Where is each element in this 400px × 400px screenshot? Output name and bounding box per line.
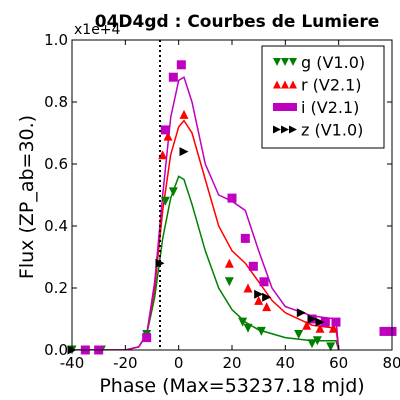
legend-marker-0-0 (273, 58, 281, 66)
legend-marker-3-1 (281, 125, 289, 134)
data-point-2-8 (248, 261, 258, 271)
legend-marker-2-2 (289, 103, 297, 111)
data-point-0-12 (312, 336, 322, 346)
y-axis-title: Flux (ZP_ab=30.) (16, 115, 38, 279)
y-offset-label: x1e+4 (74, 22, 121, 38)
data-point-0-4 (160, 196, 170, 206)
data-point-1-4 (179, 109, 189, 119)
legend-marker-0-1 (281, 58, 289, 66)
axis-tick-labels: -40 -20 0 20 40 60 80 0.0 0.2 0.4 0.6 0.8 1.0 (44, 31, 400, 372)
data-point-3-7 (315, 317, 325, 327)
data-point-1-10 (315, 323, 325, 333)
legend-item-1: r (V2.1) (273, 76, 362, 95)
legend-item-2: i (V2.1) (273, 98, 359, 117)
data-point-3-3 (254, 289, 264, 299)
legend-item-0: g (V1.0) (273, 53, 365, 72)
data-point-1-3 (163, 131, 173, 141)
x-tick-label-0: -40 (60, 354, 85, 372)
y-tick-label-3: 0.6 (44, 155, 68, 173)
data-point-1-5 (224, 258, 234, 268)
legend-label-3: z (V1.0) (301, 121, 363, 140)
y-tick-label-0: 0.0 (44, 341, 68, 359)
data-point-0-7 (238, 317, 248, 327)
y-tick-label-5: 1.0 (44, 31, 68, 49)
data-point-2-4 (168, 72, 178, 82)
legend-marker-0-2 (289, 58, 297, 66)
data-point-2-7 (240, 233, 250, 243)
data-point-2-6 (227, 193, 237, 203)
data-point-2-13 (379, 326, 389, 336)
y-tick-label-2: 0.4 (44, 217, 68, 235)
legend-marker-2-0 (273, 103, 281, 111)
model-curve-2 (72, 76, 340, 350)
data-point-0-13 (326, 342, 336, 352)
data-point-0-11 (307, 339, 317, 349)
legend-marker-3-2 (289, 125, 297, 134)
data-point-0-5 (168, 187, 178, 197)
data-point-3-6 (307, 314, 317, 324)
data-point-2-12 (331, 317, 341, 327)
data-point-2-5 (176, 60, 186, 70)
legend-label-0: g (V1.0) (301, 53, 365, 72)
data-point-0-9 (256, 326, 266, 336)
legend-item-3: z (V1.0) (273, 121, 363, 140)
data-point-2-3 (160, 125, 170, 135)
y-tick-label-4: 0.8 (44, 93, 68, 111)
data-points (67, 60, 397, 355)
legend-label-1: r (V2.1) (301, 76, 362, 95)
x-tick-label-5: 60 (329, 354, 348, 372)
chart-title: 04D4gd : Courbes de Lumiere (95, 12, 379, 32)
legend-marker-2-1 (281, 103, 289, 111)
data-point-0-8 (243, 323, 253, 333)
x-tick-label-4: 40 (276, 354, 295, 372)
legend-marker-1-2 (289, 80, 297, 89)
x-tick-label-1: -20 (113, 354, 138, 372)
data-point-3-1 (155, 258, 165, 268)
axis-ticks (71, 39, 393, 351)
data-point-1-9 (302, 320, 312, 330)
data-point-3-5 (296, 308, 306, 318)
data-point-1-7 (254, 295, 264, 305)
legend-label-2: i (V2.1) (301, 98, 359, 117)
y-tick-label-1: 0.2 (44, 279, 68, 297)
legend-marker-1-0 (273, 80, 281, 89)
data-point-1-8 (262, 302, 272, 312)
data-point-2-2 (142, 333, 152, 343)
x-axis-title: Phase (Max=53237.18 mjd) (99, 375, 364, 397)
data-point-0-10 (294, 330, 304, 339)
x-tick-label-6: 80 (382, 354, 400, 372)
data-point-1-6 (243, 283, 253, 293)
x-tick-label-2: 0 (174, 354, 184, 372)
data-point-3-2 (179, 147, 189, 157)
data-point-2-9 (259, 277, 269, 287)
data-point-1-11 (328, 323, 338, 333)
legend-marker-1-1 (281, 80, 289, 89)
model-curves (72, 76, 340, 350)
legend-marker-3-0 (273, 125, 281, 134)
data-point-0-6 (224, 277, 234, 287)
legend: g (V1.0) r (V2.1) i (V2.1) z (V1.0) (261, 45, 385, 149)
x-tick-label-3: 20 (222, 354, 241, 372)
data-point-3-4 (262, 292, 272, 302)
data-point-2-11 (320, 317, 330, 327)
